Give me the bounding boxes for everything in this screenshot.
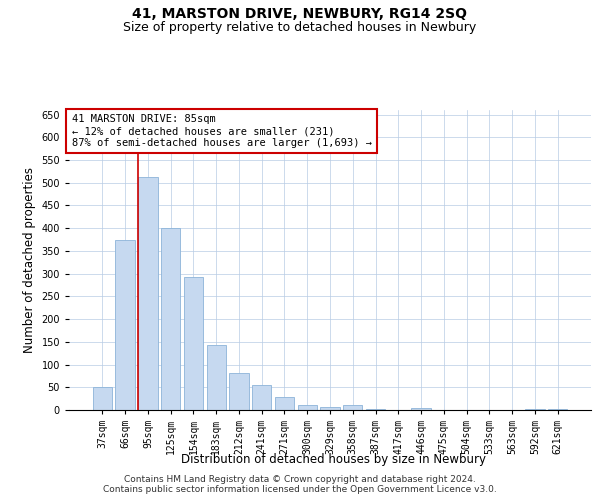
Bar xyxy=(229,373,248,410)
Bar xyxy=(138,178,158,410)
Text: Size of property relative to detached houses in Newbury: Size of property relative to detached ho… xyxy=(124,21,476,34)
Bar xyxy=(206,345,226,410)
Bar xyxy=(184,277,203,410)
Bar xyxy=(412,408,431,410)
Bar xyxy=(320,407,340,410)
Bar xyxy=(115,240,135,410)
Text: Distribution of detached houses by size in Newbury: Distribution of detached houses by size … xyxy=(181,452,485,466)
Y-axis label: Number of detached properties: Number of detached properties xyxy=(23,167,36,353)
Text: Contains HM Land Registry data © Crown copyright and database right 2024.
Contai: Contains HM Land Registry data © Crown c… xyxy=(103,474,497,494)
Bar xyxy=(252,386,271,410)
Bar xyxy=(548,408,567,410)
Bar xyxy=(275,397,294,410)
Bar xyxy=(298,405,317,410)
Text: 41, MARSTON DRIVE, NEWBURY, RG14 2SQ: 41, MARSTON DRIVE, NEWBURY, RG14 2SQ xyxy=(133,8,467,22)
Bar xyxy=(366,408,385,410)
Bar xyxy=(525,408,545,410)
Text: 41 MARSTON DRIVE: 85sqm
← 12% of detached houses are smaller (231)
87% of semi-d: 41 MARSTON DRIVE: 85sqm ← 12% of detache… xyxy=(71,114,371,148)
Bar xyxy=(93,388,112,410)
Bar xyxy=(343,405,362,410)
Bar xyxy=(161,228,181,410)
